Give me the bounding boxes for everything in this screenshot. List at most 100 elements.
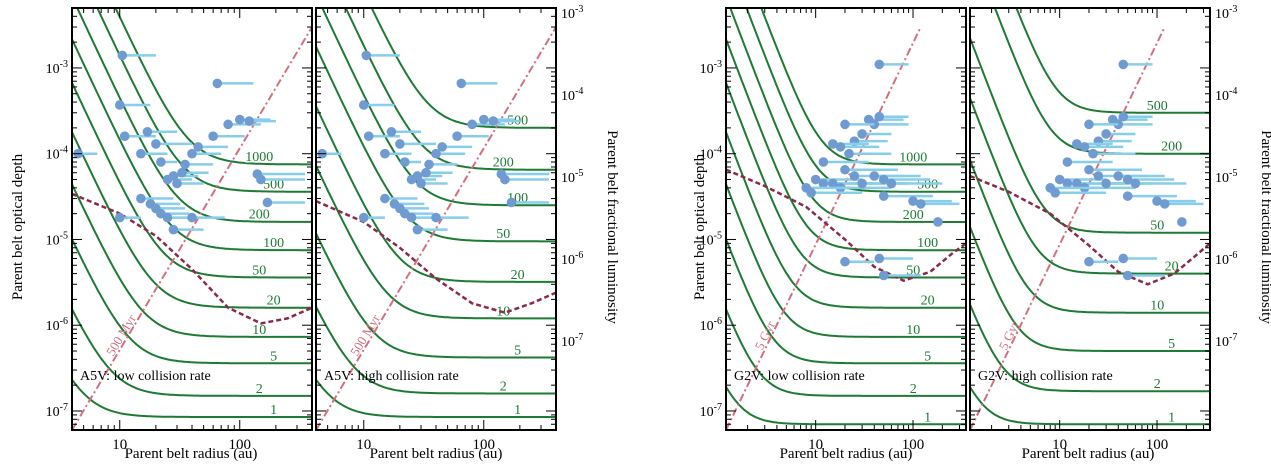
data-point xyxy=(1113,171,1124,181)
data-point xyxy=(1118,253,1129,264)
data-point xyxy=(256,174,266,185)
data-point xyxy=(1084,119,1094,130)
x-tick-label: 100 xyxy=(1146,437,1169,453)
data-point xyxy=(844,148,854,159)
data-point xyxy=(1101,178,1111,189)
x-label-2: Parent belt radius (au) xyxy=(370,446,503,462)
contour-label: 2 xyxy=(500,379,507,394)
data-point xyxy=(136,193,146,204)
data-point xyxy=(478,114,489,125)
contour-label: 5 xyxy=(270,349,277,364)
data-point xyxy=(456,78,467,89)
y2-tick-label: 10-7 xyxy=(561,332,583,350)
data-point xyxy=(412,171,423,181)
contour-label: 200 xyxy=(249,208,270,223)
y2-tick-label: 10-5 xyxy=(561,168,583,186)
contour-label: 20 xyxy=(267,294,281,309)
y2-tick-label: 10-5 xyxy=(1215,168,1237,186)
panel-title: G2V: high collision rate xyxy=(978,369,1113,384)
data-point xyxy=(117,50,128,61)
data-point xyxy=(878,270,889,281)
contour-line xyxy=(760,8,966,166)
contour-label: 5 xyxy=(924,349,931,364)
data-point xyxy=(208,131,218,141)
data-point xyxy=(187,148,197,159)
data-point xyxy=(431,148,441,159)
age-line-label: 500 Myr xyxy=(347,311,383,358)
data-point xyxy=(1118,111,1129,122)
left-y-label-1: Parent belt optical depth xyxy=(10,153,26,300)
contour-label: 1000 xyxy=(245,150,273,165)
data-point xyxy=(168,224,179,235)
data-point xyxy=(1101,129,1111,139)
y-tick-label: 10-7 xyxy=(700,402,722,420)
data-point xyxy=(933,217,943,227)
age-line xyxy=(726,26,922,430)
contour-label: 20 xyxy=(921,294,935,309)
data-point xyxy=(400,157,410,167)
data-point xyxy=(878,174,889,185)
contour-line xyxy=(970,304,1210,393)
data-point xyxy=(869,171,880,181)
data-point xyxy=(1177,217,1187,227)
x-label-4: Parent belt radius (au) xyxy=(1022,446,1155,462)
age-line xyxy=(316,26,556,430)
contour-label: 50 xyxy=(496,227,510,242)
contour-label: 5 xyxy=(1168,337,1175,352)
contour-label: 50 xyxy=(252,263,266,278)
data-point xyxy=(1130,178,1141,189)
data-point xyxy=(1152,196,1162,206)
data-point xyxy=(818,157,829,167)
data-point xyxy=(193,142,203,152)
data-point xyxy=(915,199,926,209)
data-point xyxy=(874,111,885,122)
dashed-curve xyxy=(970,174,1210,286)
data-point xyxy=(1084,256,1094,267)
panel-frame xyxy=(969,7,1211,431)
data-point xyxy=(908,196,918,206)
x-label-1: Parent belt radius (au) xyxy=(125,446,258,462)
data-point xyxy=(835,142,846,152)
y2-tick-label: 10-7 xyxy=(1215,332,1237,350)
data-point xyxy=(416,178,426,189)
data-point xyxy=(1118,59,1129,70)
contour-line xyxy=(729,8,966,223)
contour-label: 50 xyxy=(1150,219,1164,234)
data-point xyxy=(358,100,369,110)
y-tick-label: 10-6 xyxy=(700,316,722,334)
data-point xyxy=(1122,270,1133,281)
contour-line xyxy=(726,238,966,365)
data-point xyxy=(223,119,233,130)
y-tick-label: 10-5 xyxy=(46,230,68,248)
right-y-label-2: Parent belt fractional luminosity xyxy=(1258,130,1271,324)
data-point xyxy=(180,159,190,170)
age-line xyxy=(72,26,312,430)
panel-title: A5V: high collision rate xyxy=(324,369,459,384)
x-tick-label: 10 xyxy=(112,437,127,453)
data-point xyxy=(878,191,889,201)
data-point xyxy=(818,178,829,189)
contour-line xyxy=(970,37,1210,234)
data-point xyxy=(1062,157,1073,167)
data-point xyxy=(119,131,130,141)
contour-label: 200 xyxy=(1161,140,1182,155)
x-tick-label: 100 xyxy=(902,437,925,453)
contour-line xyxy=(72,131,312,309)
contour-line xyxy=(370,8,556,129)
contour-label: 1 xyxy=(270,403,277,418)
data-point xyxy=(244,116,255,126)
y2-tick-label: 10-6 xyxy=(561,250,583,268)
y2-tick-label: 10-4 xyxy=(1215,86,1237,104)
data-point xyxy=(395,139,405,149)
contour-line xyxy=(72,183,312,338)
data-point xyxy=(136,148,146,159)
data-point xyxy=(1088,148,1098,159)
x-tick-label: 10 xyxy=(356,437,371,453)
contour-line xyxy=(316,46,556,243)
data-point xyxy=(177,167,187,178)
contour-label: 1 xyxy=(514,403,521,418)
contour-label: 200 xyxy=(493,155,514,170)
